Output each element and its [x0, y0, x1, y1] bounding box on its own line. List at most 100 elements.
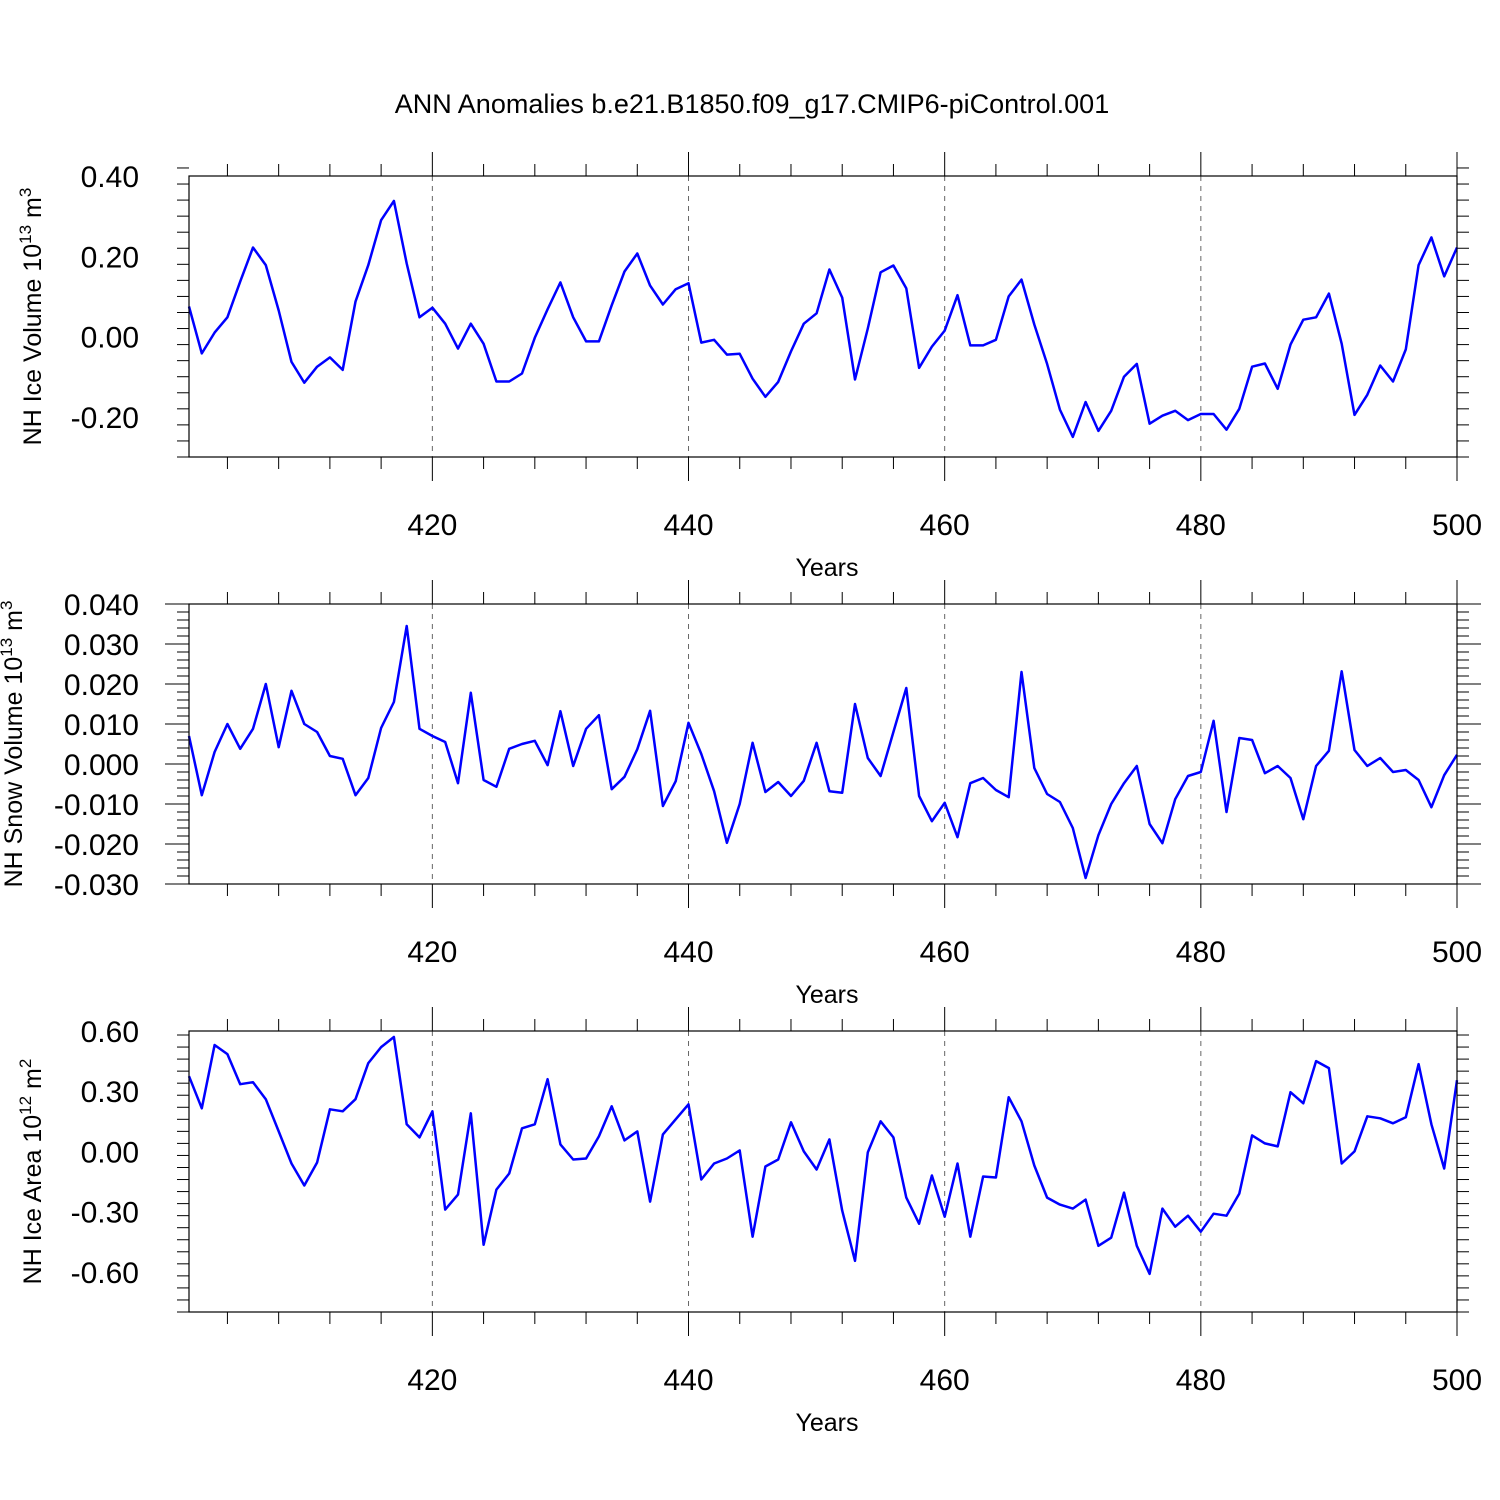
- data-point: [1174, 410, 1176, 412]
- data-point: [739, 353, 741, 355]
- data-point: [495, 380, 497, 382]
- data-point: [239, 280, 241, 282]
- data-point: [1072, 1207, 1074, 1209]
- data-point: [277, 309, 279, 311]
- grid-lines: [431, 1031, 1202, 1312]
- data-point: [252, 728, 254, 730]
- x-tick-label: 480: [1176, 936, 1226, 969]
- y-axis-label: NH Ice Area 1012 m2: [16, 1059, 47, 1285]
- data-point: [879, 1120, 881, 1122]
- plot-frame: [188, 175, 1458, 458]
- data-point: [918, 367, 920, 369]
- data-point: [1302, 1102, 1304, 1104]
- data-point: [1212, 720, 1214, 722]
- y-tick-label: 0.030: [64, 629, 139, 662]
- data-point: [1046, 1196, 1048, 1198]
- data-point: [1341, 670, 1343, 672]
- axis-ticks: [177, 1007, 1469, 1336]
- data-point: [303, 723, 305, 725]
- data-point: [1072, 436, 1074, 438]
- data-point: [482, 343, 484, 345]
- data-point: [1148, 422, 1150, 424]
- y-tick-label: -0.20: [71, 402, 139, 435]
- data-point: [265, 264, 267, 266]
- x-tick-label: 420: [407, 936, 457, 969]
- grid-lines: [431, 176, 1202, 457]
- data-point: [751, 378, 753, 380]
- data-point: [1417, 1063, 1419, 1065]
- data-point: [1148, 1273, 1150, 1275]
- data-point: [1059, 1203, 1061, 1205]
- data-point: [521, 1127, 523, 1129]
- data-point: [252, 1081, 254, 1083]
- data-point: [393, 200, 395, 202]
- data-point: [1341, 343, 1343, 345]
- y-tick-label: -0.60: [71, 1257, 139, 1290]
- data-point: [226, 316, 228, 318]
- data-point: [1405, 769, 1407, 771]
- data-point: [367, 1062, 369, 1064]
- data-point: [559, 710, 561, 712]
- data-point: [1084, 1198, 1086, 1200]
- data-point: [265, 1098, 267, 1100]
- data-point: [226, 723, 228, 725]
- data-point: [1379, 364, 1381, 366]
- y-tick-label: 0.00: [81, 1136, 139, 1169]
- data-point: [982, 1175, 984, 1177]
- data-point: [1136, 765, 1138, 767]
- y-axis-label: NH Snow Volume 1013 m3: [0, 601, 28, 888]
- data-point: [610, 788, 612, 790]
- data-point: [1212, 413, 1214, 415]
- data-point: [1392, 1122, 1394, 1124]
- data-point: [1212, 1212, 1214, 1214]
- data-point: [956, 1162, 958, 1164]
- data-point: [751, 742, 753, 744]
- data-point: [598, 714, 600, 716]
- data-point: [713, 1162, 715, 1164]
- data-point: [444, 323, 446, 325]
- data-point: [1328, 1067, 1330, 1069]
- x-tick-label: 480: [1176, 509, 1226, 542]
- data-point: [444, 741, 446, 743]
- data-point: [495, 786, 497, 788]
- data-point: [1289, 1091, 1291, 1093]
- x-tick-label: 440: [663, 509, 713, 542]
- y-tick-label: 0.040: [64, 589, 139, 622]
- data-point: [1251, 365, 1253, 367]
- data-point: [956, 836, 958, 838]
- data-point: [905, 1196, 907, 1198]
- data-point: [841, 792, 843, 794]
- x-tick-label: 420: [407, 1364, 457, 1397]
- data-point: [1187, 419, 1189, 421]
- data-point: [1443, 774, 1445, 776]
- y-tick-label: 0.00: [81, 322, 139, 355]
- data-point: [623, 270, 625, 272]
- x-tick-label: 500: [1432, 509, 1482, 542]
- data-point: [482, 1244, 484, 1246]
- series-line: [187, 1035, 1459, 1276]
- data-point: [854, 378, 856, 380]
- data-point: [1289, 777, 1291, 779]
- data-point: [380, 727, 382, 729]
- data-point: [1315, 765, 1317, 767]
- data-point: [572, 316, 574, 318]
- data-point: [751, 1236, 753, 1238]
- data-point: [1405, 348, 1407, 350]
- data-point: [534, 740, 536, 742]
- data-point: [201, 352, 203, 354]
- data-point: [943, 329, 945, 331]
- y-tick-label: 0.30: [81, 1076, 139, 1109]
- data-point: [687, 1103, 689, 1105]
- data-point: [1289, 343, 1291, 345]
- data-point: [418, 316, 420, 318]
- data-point: [610, 1105, 612, 1107]
- axis-ticks: [177, 152, 1469, 481]
- data-point: [406, 1123, 408, 1125]
- data-point: [559, 281, 561, 283]
- data-point: [700, 341, 702, 343]
- data-point: [406, 625, 408, 627]
- series-line: [187, 624, 1459, 880]
- data-point: [316, 365, 318, 367]
- data-point: [495, 1188, 497, 1190]
- data-point: [1033, 323, 1035, 325]
